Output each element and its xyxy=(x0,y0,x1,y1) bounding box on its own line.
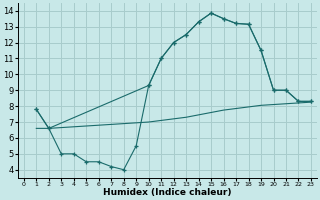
X-axis label: Humidex (Indice chaleur): Humidex (Indice chaleur) xyxy=(103,188,232,197)
